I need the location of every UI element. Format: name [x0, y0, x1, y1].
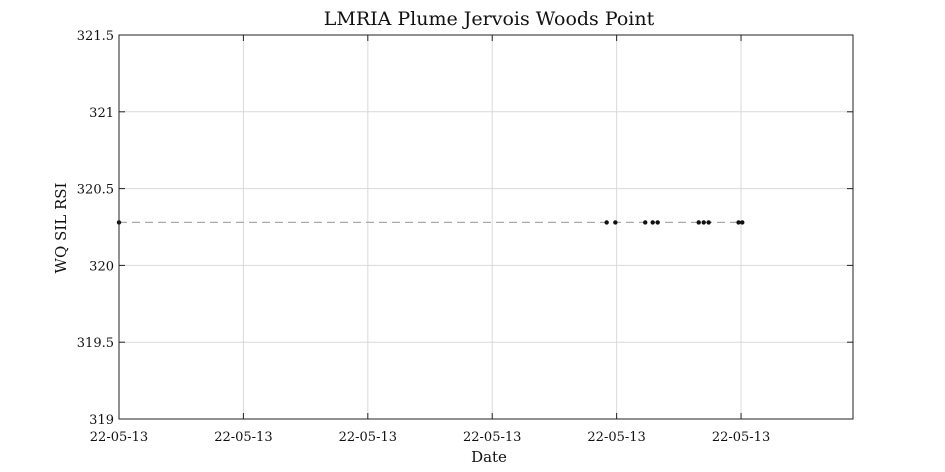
data-points	[116, 220, 745, 225]
x-tick-label: 22-05-13	[339, 430, 397, 445]
data-point	[740, 220, 745, 225]
y-tick-label: 321.5	[77, 29, 114, 44]
data-point	[655, 220, 660, 225]
data-point	[696, 220, 701, 225]
y-axis-ticks: 319 319.5 320 320.5 321 321.5	[77, 29, 853, 428]
data-point	[701, 220, 706, 225]
y-tick-label: 319.5	[77, 336, 114, 351]
y-tick-label: 320	[89, 259, 114, 274]
x-axis-label: Date	[471, 448, 507, 466]
x-axis-ticks: 22-05-13 22-05-13 22-05-13 22-05-13 22-05-13…	[90, 35, 770, 445]
y-tick-label: 320.5	[77, 183, 114, 198]
x-tick-label: 22-05-13	[463, 430, 521, 445]
y-tick-label: 319	[89, 413, 114, 428]
data-point	[650, 220, 655, 225]
data-point	[613, 220, 618, 225]
data-point	[643, 220, 648, 225]
y-tick-label: 321	[89, 106, 114, 121]
chart-title: LMRIA Plume Jervois Woods Point	[324, 8, 655, 30]
plot-frame	[118, 34, 854, 420]
data-point	[706, 220, 711, 225]
data-point	[604, 220, 609, 225]
x-tick-label: 22-05-13	[90, 430, 148, 445]
x-tick-label: 22-05-13	[712, 430, 770, 445]
x-tick-label: 22-05-13	[587, 430, 645, 445]
y-axis-label: WQ SIL RSI	[52, 182, 70, 273]
data-point	[736, 220, 741, 225]
grid	[118, 34, 853, 420]
x-tick-label: 22-05-13	[214, 430, 272, 445]
